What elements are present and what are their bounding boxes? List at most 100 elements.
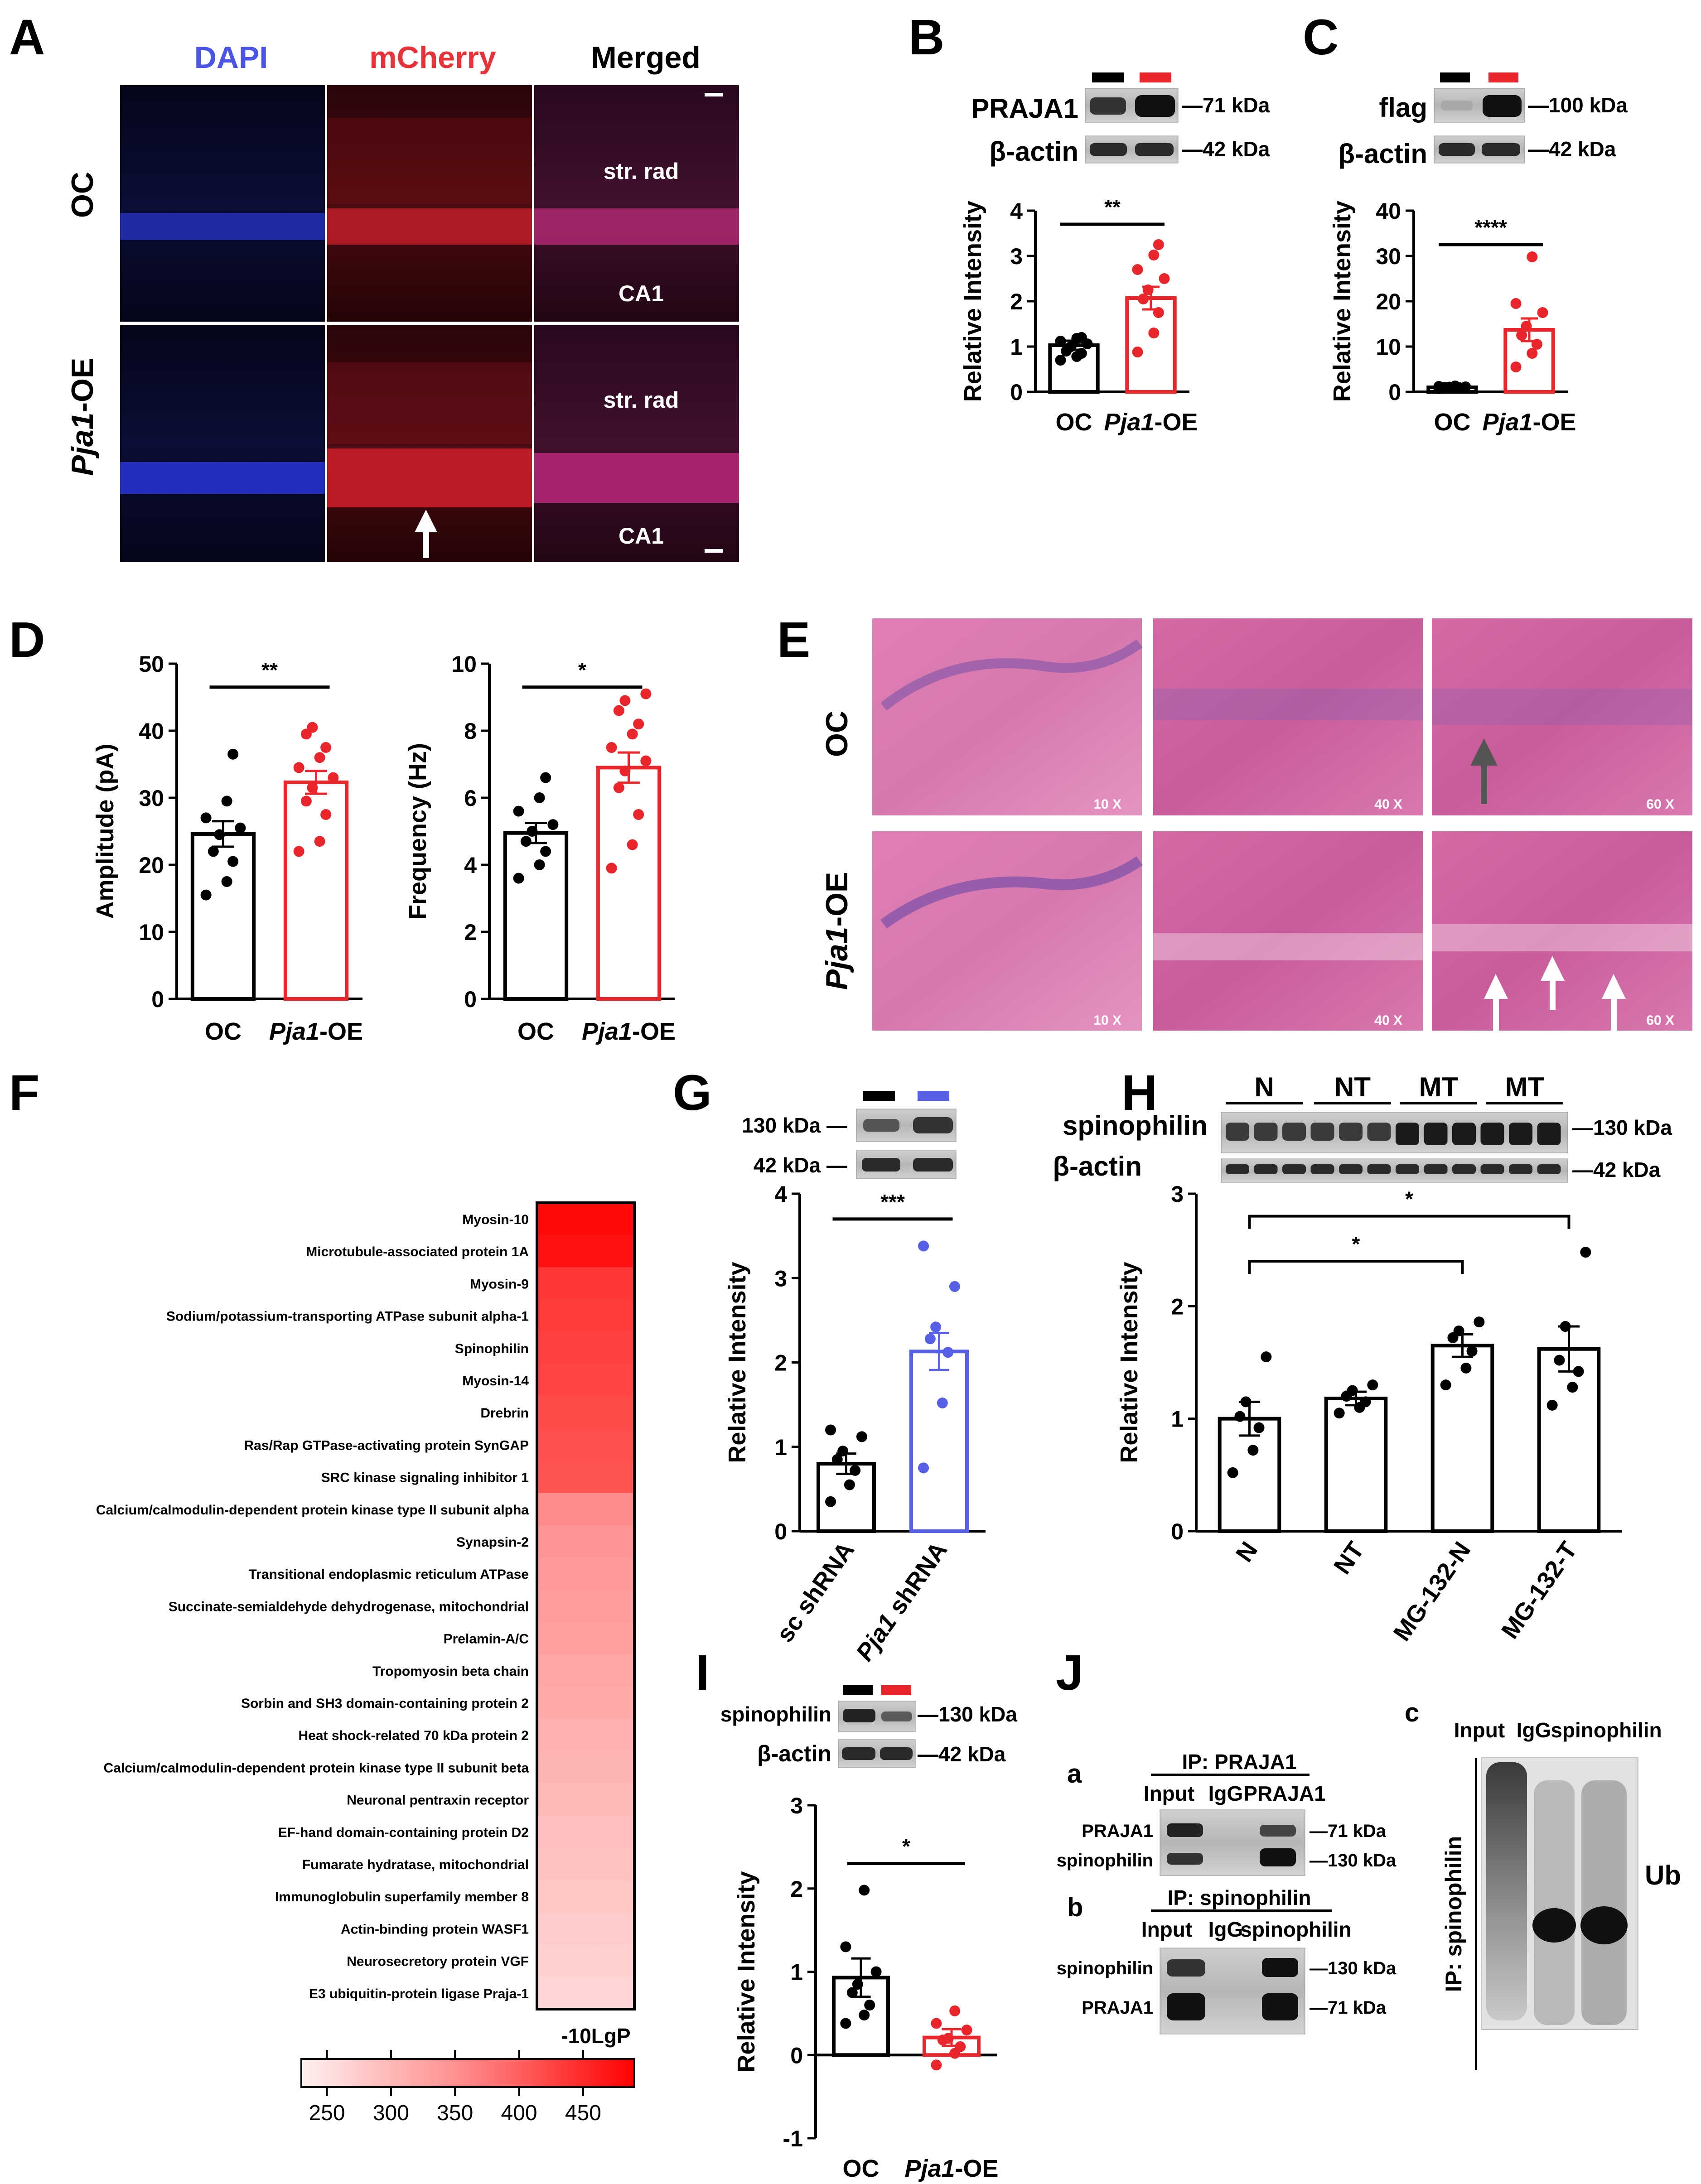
data-point xyxy=(1261,1351,1272,1363)
panel-h-group-mt2: MT xyxy=(1505,1072,1545,1102)
y-tick-label: 1 xyxy=(790,1960,803,1985)
fluor-oc-dapi-layer xyxy=(120,213,325,240)
band-jb-praja1-input xyxy=(1167,1993,1205,2020)
panel-d-letter: D xyxy=(9,612,45,668)
data-point xyxy=(1253,1422,1265,1433)
data-point xyxy=(613,705,624,716)
data-point xyxy=(1153,239,1164,250)
panel-jc-lane-spino: spinophilin xyxy=(1551,1718,1662,1742)
panel-a-letter: A xyxy=(9,10,45,65)
x-tick-label: Pja1 shRNA xyxy=(851,1537,953,1666)
data-point xyxy=(955,2041,966,2052)
heatmap-row-label: Immunoglobulin superfamily member 8 xyxy=(275,1890,529,1904)
data-point xyxy=(1334,1408,1345,1419)
y-tick-label: 10 xyxy=(1376,334,1401,360)
data-point xyxy=(924,1333,936,1345)
heatmap-row-label: Sorbin and SH3 domain-containing protein… xyxy=(241,1696,529,1711)
data-point xyxy=(235,822,246,834)
band-i-actin-oc xyxy=(842,1747,875,1760)
panel-e-row-oe: Pja1-OE xyxy=(820,872,854,990)
data-point xyxy=(619,695,631,706)
heatmap-cell xyxy=(537,1331,634,1364)
y-tick-label: 0 xyxy=(151,987,164,1012)
heatmap-row-label: Neurosecretory protein VGF xyxy=(347,1954,529,1969)
data-point xyxy=(918,1462,929,1474)
band-jb-spino-ip xyxy=(1262,1958,1298,1977)
y-tick-label: 6 xyxy=(464,786,477,811)
sig-star: ** xyxy=(261,658,278,682)
data-point xyxy=(307,782,318,793)
data-point xyxy=(1531,339,1542,350)
he-oe-10x xyxy=(872,831,1142,1031)
data-point xyxy=(1573,1366,1584,1377)
band-g-actin-sc xyxy=(862,1158,900,1172)
x-tick-label: OC xyxy=(1056,409,1092,436)
band-h-spino xyxy=(1509,1123,1532,1145)
heatmap-row-label: Microtubule-associated protein 1A xyxy=(306,1244,529,1259)
x-tick-italic: Pja1 xyxy=(904,2155,955,2182)
heatmap-border xyxy=(536,1201,636,2010)
chart-i: -1 0 1 2 3 Relative Intensity OC Pja1-OE * xyxy=(733,1793,999,2182)
heatmap-cell xyxy=(537,1428,634,1461)
panel-b-letter: B xyxy=(908,10,944,65)
panel-b-blot-label-actin: β-actin xyxy=(989,136,1078,167)
data-point xyxy=(1567,1382,1578,1393)
heatmap-cell xyxy=(537,1622,634,1655)
band-h-spino xyxy=(1452,1123,1476,1145)
data-point xyxy=(520,836,532,847)
fluor-oc-dapi xyxy=(120,85,325,322)
heatmap-cell xyxy=(537,1719,634,1751)
data-point xyxy=(930,1321,942,1333)
panel-ja-lane-input: Input xyxy=(1144,1782,1194,1805)
data-point xyxy=(837,1446,849,1457)
fluor-oc-merged xyxy=(534,85,739,322)
bar xyxy=(503,831,569,1001)
data-point xyxy=(633,809,644,820)
data-point xyxy=(527,826,538,837)
x-tick-label: N xyxy=(1231,1537,1263,1567)
colorbar-tick-label: 450 xyxy=(565,2101,601,2125)
data-point xyxy=(1055,336,1066,347)
data-point xyxy=(1527,348,1538,359)
heatmap-cell xyxy=(537,1977,634,2010)
data-point xyxy=(1142,284,1154,295)
he-oc-40x-layer xyxy=(1153,689,1423,720)
band-i-spino-oe xyxy=(881,1712,912,1721)
y-tick-label: 3 xyxy=(774,1266,787,1291)
y-tick-label: 3 xyxy=(1171,1181,1184,1207)
data-point xyxy=(208,846,219,857)
panel-i-letter: I xyxy=(696,1645,710,1701)
lane-marker-oe xyxy=(1140,72,1171,82)
panel-e-row-oe-rest: -OE xyxy=(820,872,854,927)
heatmap-row-label: Heat shock-related 70 kDa protein 2 xyxy=(298,1728,529,1743)
data-point xyxy=(859,1885,870,1896)
panel-jc-side: IP: spinophilin xyxy=(1441,1836,1466,1992)
fluor-oe-mcherry-rad xyxy=(327,362,532,444)
he-mag-oe-10x: 10 X xyxy=(1093,1013,1121,1028)
data-point xyxy=(942,1347,954,1358)
band-h-actin xyxy=(1226,1164,1249,1174)
panel-jc-lane-input: Input xyxy=(1454,1718,1505,1742)
band-jb-spino-input xyxy=(1167,1959,1205,1977)
heatmap-row-label: Prelamin-A/C xyxy=(444,1632,529,1647)
panel-ja-lane-praja1: PRAJA1 xyxy=(1243,1782,1326,1805)
band-flag-oe xyxy=(1483,95,1522,117)
he-oe-60x-layer xyxy=(1432,924,1692,951)
x-tick-label: Pja1-OE xyxy=(904,2155,998,2182)
band-h-spino xyxy=(1480,1123,1504,1145)
x-tick-rest: -OE xyxy=(1533,409,1576,436)
data-point xyxy=(1466,1345,1478,1357)
bar xyxy=(1537,1347,1601,1533)
band-h-spino xyxy=(1282,1123,1306,1141)
x-tick-italic: Pja1 xyxy=(1104,409,1154,436)
panel-h-blot-label-spino: spinophilin xyxy=(1063,1110,1208,1141)
y-tick-label: 8 xyxy=(464,718,477,744)
panel-a-ca1-oc: CA1 xyxy=(619,281,664,306)
data-point xyxy=(513,805,524,817)
panel-c-letter: C xyxy=(1303,10,1339,65)
panel-jb-title-line xyxy=(1151,1909,1332,1912)
heatmap-row-label: Spinophilin xyxy=(455,1341,529,1356)
panel-e-row-oe-italic: Pja1 xyxy=(820,927,854,990)
sig-star: *** xyxy=(880,1190,905,1214)
data-point xyxy=(1148,250,1160,260)
